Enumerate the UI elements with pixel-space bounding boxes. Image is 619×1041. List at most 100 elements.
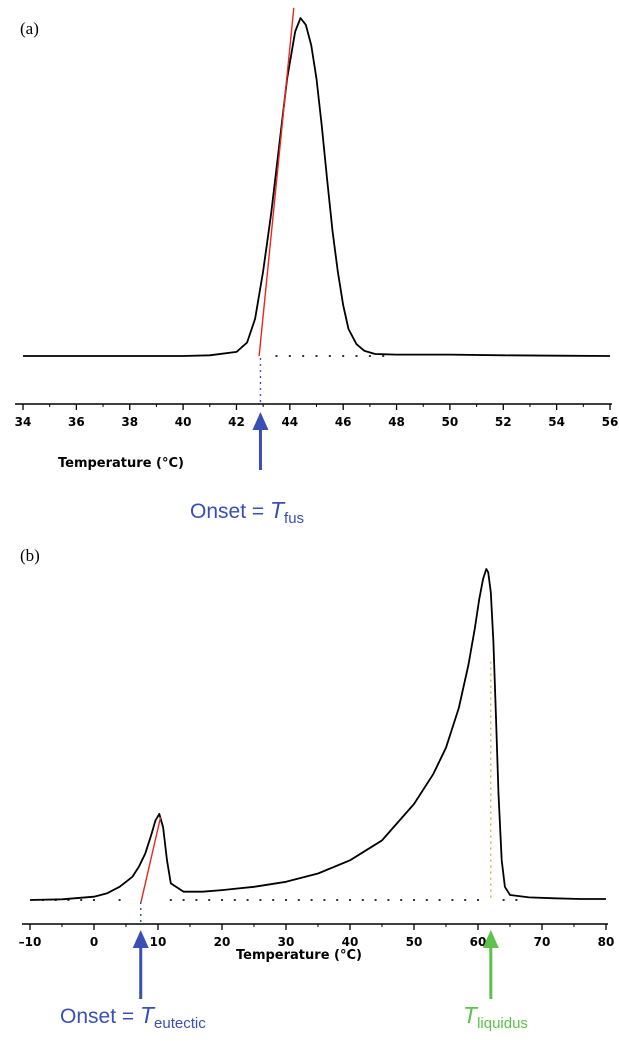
baseline-dot	[195, 899, 198, 901]
eutectic-label-b: Onset = Teutectic	[60, 1002, 206, 1032]
baseline-dot	[246, 899, 249, 901]
x-tick-label: 10	[150, 935, 167, 949]
baseline-dot	[67, 899, 70, 901]
baseline-dot	[451, 899, 454, 901]
onset-label-a: Onset = Tfus	[190, 497, 304, 525]
eutectic-symbol-b: T	[140, 1002, 156, 1028]
x-tick-label: 40	[175, 415, 192, 429]
baseline-dot	[361, 899, 364, 901]
x-tick-label: 36	[68, 415, 85, 429]
dsc-chart-a: (a) 34 36 38 40 42 44 46 48 50 52 54 56 Temperature…	[15, 7, 619, 525]
onset-arrow	[132, 930, 149, 999]
baseline-dot	[464, 899, 467, 901]
liquidus-subscript-b: liquidus	[477, 1015, 528, 1032]
x-tick-label: 52	[495, 415, 512, 429]
panel-label-a: (a)	[20, 19, 39, 38]
onset-arrow-head	[252, 412, 269, 430]
x-axis-title-a: Temperature (°C)	[58, 456, 184, 471]
baseline-dots-a	[275, 355, 385, 357]
x-ticks-a: 34 36 38 40 42 44 46 48 50 52 54 56	[15, 404, 619, 429]
onset-subscript-a: fus	[284, 510, 304, 525]
baseline-dot	[169, 899, 172, 901]
eutectic-subscript-b: eutectic	[154, 1015, 206, 1032]
onset-arrow-head	[132, 930, 149, 948]
onset-tangent-a	[258, 7, 295, 357]
x-tick-label: –10	[19, 935, 42, 949]
x-tick-label: 48	[388, 415, 405, 429]
baseline-dot	[425, 899, 428, 901]
tangent-line	[258, 7, 295, 357]
x-tick-label: 54	[548, 415, 565, 429]
baseline-dot	[208, 899, 211, 901]
x-tick-label: 56	[602, 415, 619, 429]
dsc-chart-b: (b) –10 0 10 20 30 40 50 60 70 80 Temperature (°C…	[19, 546, 615, 1032]
baseline-dot	[93, 899, 95, 901]
x-axis-title-b: Temperature (°C)	[236, 948, 362, 963]
panel-a: (a) 34 36 38 40 42 44 46 48 50 52 54 56 Temperature…	[15, 7, 619, 525]
x-tick-label: 20	[214, 935, 231, 949]
x-tick-label: 44	[281, 415, 298, 429]
onset-text-a: Onset =	[190, 500, 270, 523]
panel-label-b: (b)	[20, 546, 40, 565]
baseline-dot	[477, 899, 479, 901]
baseline-dot	[328, 355, 331, 357]
baseline-dot	[374, 899, 377, 901]
x-tick-label: 80	[598, 935, 615, 949]
x-tick-label: 60	[470, 935, 487, 949]
x-tick-label: 42	[228, 415, 245, 429]
x-tick-label: 50	[442, 415, 459, 429]
x-tick-label: 30	[278, 935, 295, 949]
baseline-dot	[310, 899, 313, 901]
baseline-dot	[221, 899, 223, 901]
baseline-dot	[302, 355, 305, 357]
x-tick-label: 38	[121, 415, 138, 429]
baseline-dot	[336, 899, 339, 901]
baseline-dot	[387, 899, 390, 901]
x-axis-a: 34 36 38 40 42 44 46 48 50 52 54 56	[15, 403, 619, 429]
onset-tangent-b	[140, 817, 162, 904]
x-tick-label: 46	[335, 415, 352, 429]
baseline-dot	[182, 899, 185, 901]
x-axis-b: –10 0 10 20 30 40 50 60 70 80	[19, 923, 615, 949]
eutectic-text-b: Onset =	[60, 1005, 140, 1028]
baseline-dot	[413, 899, 415, 901]
baseline-dot	[118, 899, 121, 901]
thermogram-curve-b	[29, 568, 606, 901]
baseline-dot	[382, 355, 385, 357]
baseline-dot	[400, 899, 403, 901]
x-tick-label: 34	[15, 415, 32, 429]
x-ticks-b: –10 0 10 20 30 40 50 60 70 80	[19, 924, 615, 949]
x-tick-label: 40	[342, 935, 359, 949]
curve-line	[29, 568, 606, 901]
baseline-dot	[259, 899, 262, 901]
baseline-dot	[80, 899, 83, 901]
x-tick-label: 70	[534, 935, 551, 949]
baseline-dot	[515, 899, 518, 901]
onset-symbol-a: T	[270, 497, 286, 523]
onset-marker-b	[132, 902, 149, 999]
baseline-dots-b	[41, 899, 518, 901]
baseline-dot	[288, 355, 291, 357]
baseline-dot	[342, 355, 345, 357]
baseline-dot	[297, 899, 300, 901]
panel-b: (b) –10 0 10 20 30 40 50 60 70 80 Temperature (°C…	[0, 525, 619, 1041]
liquidus-arrow-head	[482, 930, 499, 948]
x-tick-label: 0	[90, 935, 98, 949]
baseline-dot	[275, 355, 278, 357]
liquidus-label-b: Tliquidus	[463, 1002, 528, 1032]
liquidus-arrow	[482, 930, 499, 999]
onset-marker-a	[252, 358, 269, 470]
onset-arrow	[252, 412, 269, 470]
baseline-dot	[438, 899, 441, 901]
baseline-dot	[233, 899, 236, 901]
baseline-dot	[285, 899, 287, 901]
baseline-dot	[502, 899, 505, 901]
liquidus-marker-b	[482, 661, 499, 999]
liquidus-symbol-b: T	[463, 1002, 479, 1028]
baseline-dot	[323, 899, 326, 901]
baseline-dot	[315, 355, 318, 357]
thermogram-curve-a	[23, 17, 611, 357]
baseline-dot	[355, 355, 358, 357]
tangent-line	[140, 817, 162, 904]
baseline-dot	[368, 355, 371, 357]
